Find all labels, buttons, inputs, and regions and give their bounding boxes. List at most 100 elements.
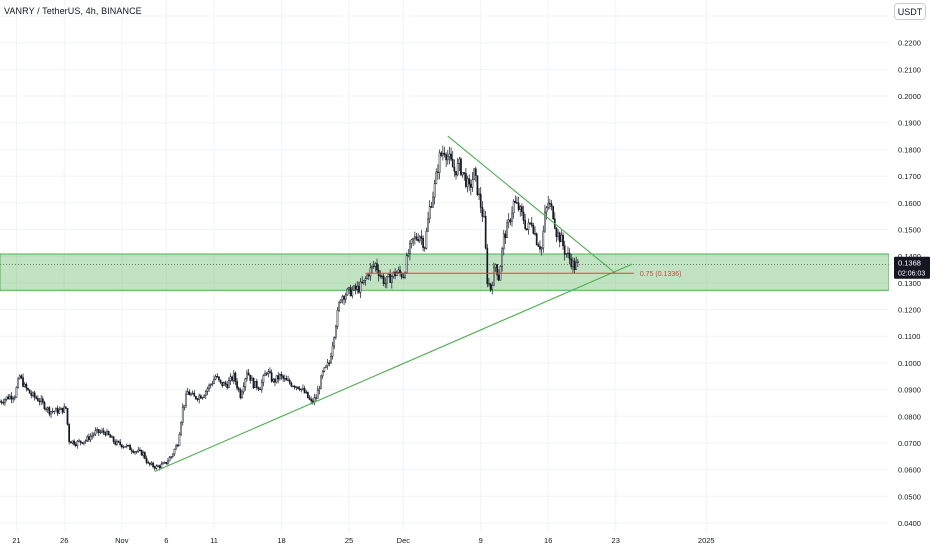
candle-body	[119, 441, 122, 445]
candle-body	[323, 367, 326, 372]
time-axis-background	[0, 531, 932, 550]
candle-body	[40, 398, 43, 403]
candle-body	[372, 265, 375, 268]
candle-body	[318, 388, 321, 391]
candle-body	[170, 456, 173, 458]
candle-body	[155, 465, 158, 469]
candle-body	[183, 404, 186, 408]
price-tick-label: 0.0700	[898, 439, 921, 448]
candle-body	[147, 462, 150, 464]
candle-body	[438, 152, 441, 173]
candle-body	[497, 274, 500, 281]
candle-body	[297, 386, 299, 389]
candle-body	[130, 449, 133, 452]
candle-body	[134, 451, 136, 453]
candle-body	[305, 391, 308, 394]
candle-body	[206, 388, 209, 392]
candle-body	[361, 281, 364, 284]
candle-body	[529, 222, 531, 224]
candle-body	[78, 440, 80, 442]
candle-body	[232, 372, 235, 381]
candle-body	[160, 463, 163, 468]
price-axis[interactable]: 0.23000.22000.21000.20000.19000.18000.17…	[889, 0, 932, 550]
candle-body	[379, 275, 382, 277]
candle-body	[395, 272, 398, 277]
candle-body	[316, 389, 319, 399]
candle-body	[409, 243, 411, 255]
candle-body	[511, 212, 513, 222]
candle-body	[343, 296, 345, 300]
candle-body	[425, 230, 428, 249]
candle-body	[407, 253, 410, 256]
candle-body	[172, 453, 174, 457]
candle-body	[558, 232, 561, 243]
candle-body	[348, 287, 350, 290]
candle-body	[254, 380, 257, 389]
candle-body	[486, 247, 489, 285]
candle-body	[127, 444, 130, 447]
candle-body	[84, 440, 87, 443]
candle-body	[451, 159, 454, 168]
candle-body	[341, 296, 344, 301]
candle-body	[0, 401, 3, 403]
candle-body	[293, 385, 296, 388]
candle-body	[221, 382, 224, 387]
time-tick-label: 23	[612, 536, 620, 545]
candle-body	[443, 152, 446, 155]
candle-body	[63, 406, 66, 413]
candle-body	[272, 379, 275, 382]
price-tick-label: 0.2200	[898, 39, 921, 48]
candle-body	[474, 168, 477, 176]
candle-body	[30, 393, 33, 396]
candle-body	[175, 445, 178, 450]
candle-body	[494, 264, 497, 269]
time-tick-label: Dec	[397, 536, 411, 545]
candle-body	[53, 410, 56, 413]
candle-body	[94, 430, 97, 435]
symbol-title: VANRY / TetherUS, 4h, BINANCE	[4, 6, 142, 16]
candle-body	[292, 385, 294, 388]
candle-body	[547, 202, 550, 208]
candle-body	[91, 434, 94, 437]
candle-body	[399, 269, 401, 274]
time-axis[interactable]: 21 26 Nov 6 11 18 25 Dec 9 16 23 2025	[0, 531, 932, 550]
candle-body	[507, 219, 510, 224]
candle-body	[178, 434, 181, 446]
candle-body	[331, 345, 334, 357]
candle-body	[71, 440, 74, 444]
candle-body	[167, 460, 169, 464]
candle-body	[369, 267, 372, 277]
candle-body	[514, 200, 517, 203]
candle-body	[390, 276, 393, 283]
currency-button[interactable]: USDT	[894, 3, 926, 20]
candle-body	[112, 436, 115, 443]
candle-body	[249, 374, 252, 381]
candle-body	[109, 434, 112, 438]
candle-body	[270, 372, 273, 382]
candle-body	[218, 376, 220, 381]
candle-body	[414, 236, 416, 239]
candle-body	[61, 407, 64, 413]
candle-body	[129, 444, 131, 451]
candle-body	[339, 299, 342, 303]
candle-body	[83, 441, 85, 444]
candle-body	[450, 153, 452, 160]
candle-body	[517, 202, 520, 210]
candle-body	[466, 178, 469, 187]
candle-body	[359, 281, 362, 293]
candle-body	[193, 392, 196, 397]
candle-body	[125, 444, 128, 447]
candle-body	[12, 397, 15, 400]
candle-body	[550, 203, 553, 207]
candle-body	[493, 267, 495, 286]
price-tick-label: 0.1800	[898, 145, 921, 154]
candle-body	[198, 395, 201, 400]
price-tick-label: 0.0400	[898, 519, 921, 528]
candle-body	[456, 163, 459, 176]
time-tick-label: 11	[210, 536, 218, 545]
trendline-drawings[interactable]: 0.75 (0.1336)	[154, 135, 682, 473]
candle-body	[344, 294, 347, 300]
candle-body	[2, 402, 5, 404]
